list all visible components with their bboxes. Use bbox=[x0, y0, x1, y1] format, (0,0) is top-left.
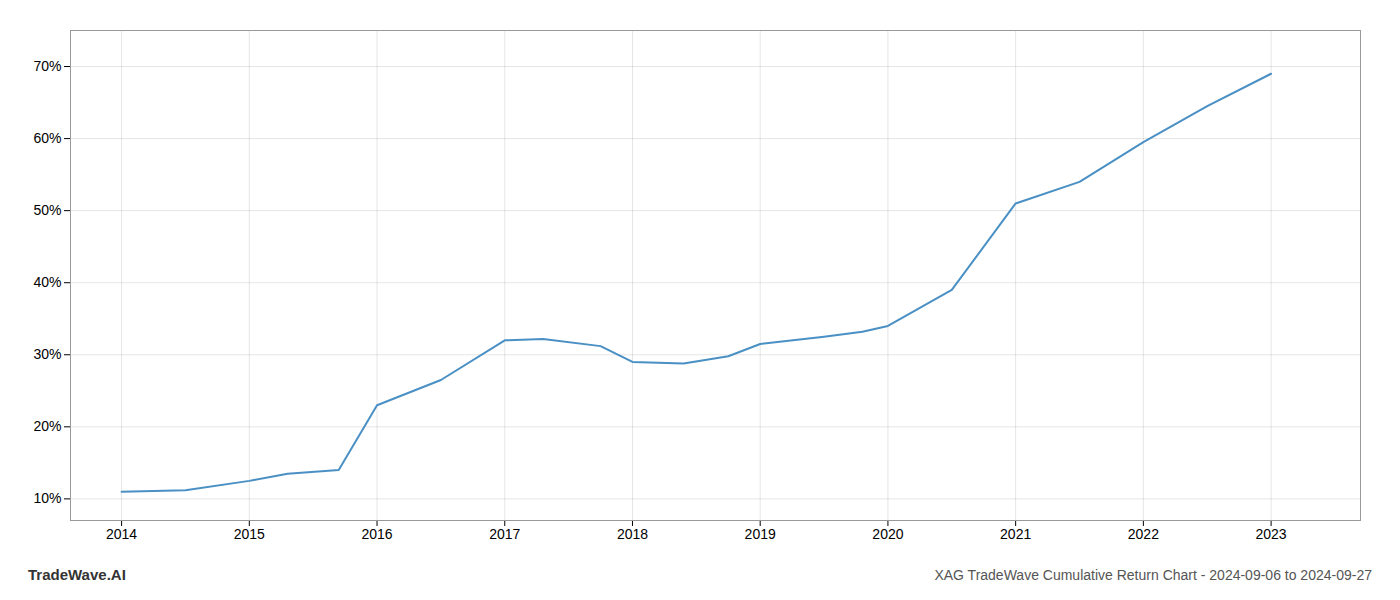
svg-text:2015: 2015 bbox=[234, 526, 265, 542]
svg-text:2017: 2017 bbox=[489, 526, 520, 542]
svg-text:2021: 2021 bbox=[1000, 526, 1031, 542]
svg-text:2023: 2023 bbox=[1256, 526, 1287, 542]
html-text:TradeWave.AI: TradeWave.AI bbox=[28, 566, 126, 583]
html-text:XAG TradeWave Cumulative Retur: XAG TradeWave Cumulative Return Chart - … bbox=[934, 566, 1372, 583]
svg-text:2022: 2022 bbox=[1128, 526, 1159, 542]
svg-text:40%: 40% bbox=[33, 274, 61, 290]
svg-text:60%: 60% bbox=[33, 130, 61, 146]
svg-text:2020: 2020 bbox=[872, 526, 903, 542]
svg-text:10%: 10% bbox=[33, 490, 61, 506]
svg-text:70%: 70% bbox=[33, 58, 61, 74]
svg-text:2014: 2014 bbox=[106, 526, 137, 542]
svg-text:2016: 2016 bbox=[361, 526, 392, 542]
svg-text:2019: 2019 bbox=[745, 526, 776, 542]
svg-text:2018: 2018 bbox=[617, 526, 648, 542]
svg-text:50%: 50% bbox=[33, 202, 61, 218]
svg-text:20%: 20% bbox=[33, 418, 61, 434]
svg-text:30%: 30% bbox=[33, 346, 61, 362]
